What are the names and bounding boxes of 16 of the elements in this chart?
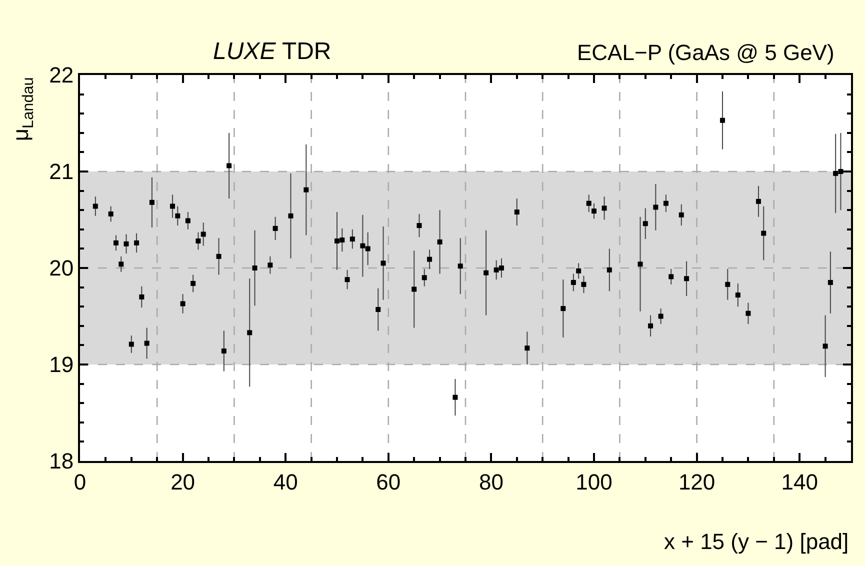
x-tick-label: 60 (376, 469, 401, 494)
x-tick-label: 120 (678, 469, 716, 494)
x-tick-label: 100 (576, 469, 612, 494)
y-tick-label: 18 (49, 448, 74, 474)
x-tick-label: 80 (478, 469, 504, 494)
y-tick-label: 20 (49, 256, 74, 281)
x-tick-label: 40 (273, 469, 298, 494)
chart-subtitle: ECAL−P (GaAs @ 5 GeV) (577, 40, 834, 65)
x-tick-label: 140 (781, 469, 818, 494)
x-axis-title: x + 15 (y − 1) [pad] (664, 529, 849, 554)
x-tick-label: 0 (74, 469, 86, 494)
y-tick-label: 19 (49, 352, 74, 378)
chart-title: LUXE TDR (213, 38, 332, 65)
y-tick-label: 21 (49, 159, 74, 184)
y-tick-label: 22 (49, 62, 74, 88)
x-tick-label: 20 (170, 469, 196, 494)
